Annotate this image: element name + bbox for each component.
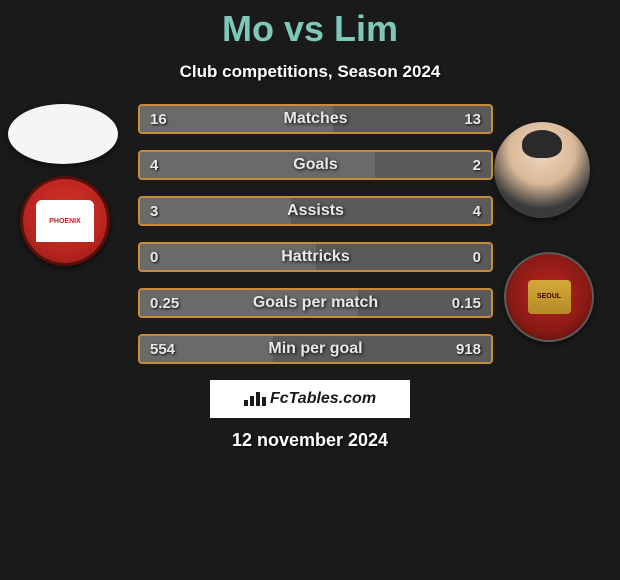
player1-avatar: [8, 104, 118, 164]
stat-label: Goals: [140, 156, 491, 174]
stats-block: 1613Matches 42Goals 34Assists 00Hattricks 0.…: [138, 104, 493, 364]
stat-label: Matches: [140, 110, 491, 128]
stat-label: Hattricks: [140, 248, 491, 266]
stat-row: 42Goals: [138, 150, 493, 180]
title-player2: Lim: [334, 8, 398, 49]
player1-club-badge: PHOENIX: [20, 176, 110, 266]
stat-row: 1613Matches: [138, 104, 493, 134]
stat-row: 00Hattricks: [138, 242, 493, 272]
stat-label: Min per goal: [140, 340, 491, 358]
brand-box: FcTables.com: [210, 380, 410, 418]
date-line: 12 november 2024: [0, 430, 620, 451]
brand-text: FcTables.com: [270, 390, 376, 408]
title-player1: Mo: [222, 8, 274, 49]
stat-label: Goals per match: [140, 294, 491, 312]
player2-club-badge: SEOUL: [504, 252, 594, 342]
stat-label: Assists: [140, 202, 491, 220]
main-area: PHOENIX SEOUL 1613Matches 42Goals 34Assist…: [0, 104, 620, 364]
infographic-container: Mo vs Lim Club competitions, Season 2024…: [0, 0, 620, 451]
stat-row: 0.250.15Goals per match: [138, 288, 493, 318]
title-vs: vs: [284, 8, 324, 49]
player2-club-name: SEOUL: [528, 280, 571, 314]
player1-club-name: PHOENIX: [36, 200, 95, 242]
stat-row: 554918Min per goal: [138, 334, 493, 364]
subtitle: Club competitions, Season 2024: [0, 62, 620, 82]
title: Mo vs Lim: [0, 8, 620, 50]
stat-row: 34Assists: [138, 196, 493, 226]
player2-avatar: [494, 122, 590, 218]
brand-icon: [244, 392, 266, 406]
